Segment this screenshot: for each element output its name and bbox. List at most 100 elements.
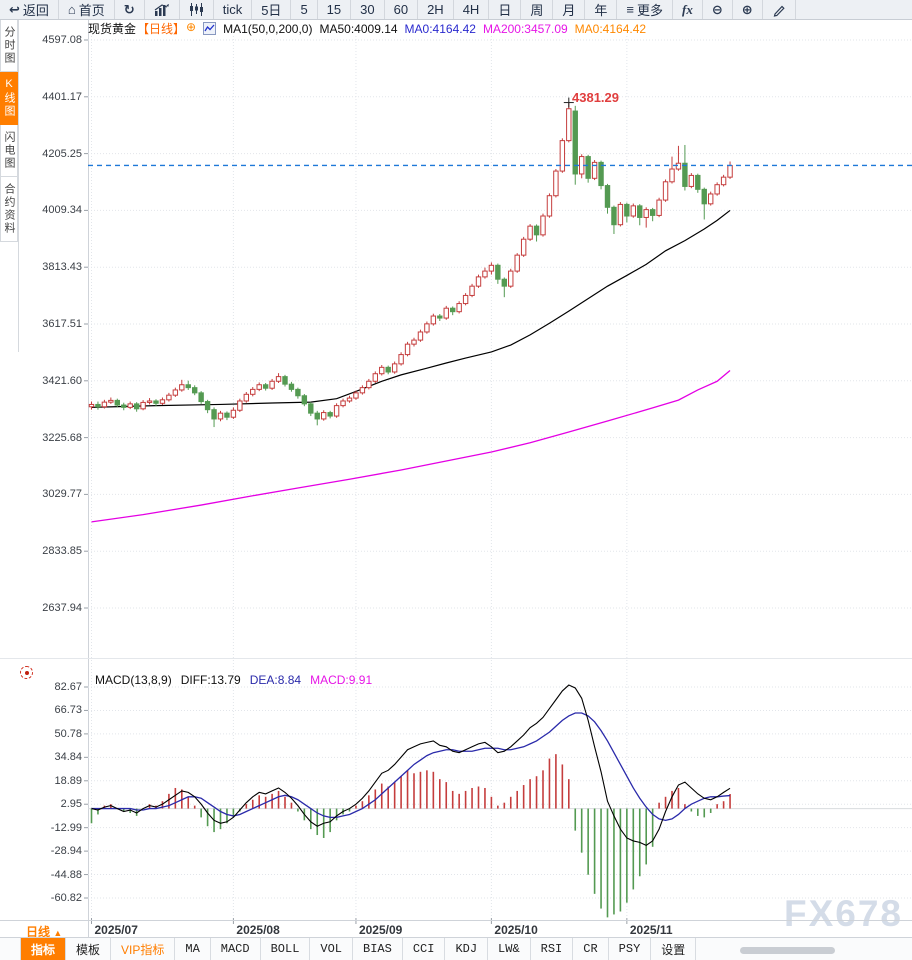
- refresh-icon: ↻: [123, 1, 135, 17]
- sidebar-tab-lightning[interactable]: 闪电图: [0, 125, 18, 177]
- label: 日: [498, 3, 512, 18]
- toolbar-button-tf-5[interactable]: 5: [291, 0, 318, 19]
- toolbar-button-tf-4h[interactable]: 4H: [454, 0, 490, 19]
- label: 返回: [22, 3, 49, 18]
- top-toolbar: ↩ 返回 ⌂ 首页 ↻ tick 5日 5 15 30 60 2H 4H 日周月年 ≡ 更多 fx ⊖ ⊕: [0, 0, 912, 20]
- macd-header: MACD(13,8,9) DIFF:13.79 DEA:8.84 MACD:9.…: [95, 673, 372, 687]
- bottom-tab-template[interactable]: 模板: [66, 938, 112, 960]
- bottom-tab-boll[interactable]: BOLL: [261, 938, 311, 960]
- toolbar-button-draw[interactable]: [763, 0, 796, 19]
- bottom-tab-cci[interactable]: CCI: [403, 938, 446, 960]
- x-axis-month-label: 2025/10: [494, 923, 538, 937]
- bottom-tab-macd[interactable]: MACD: [211, 938, 261, 960]
- bottom-tab-settings[interactable]: 设置: [651, 938, 697, 960]
- label: PSY: [618, 942, 641, 956]
- bottom-tab-indicator[interactable]: 指标: [20, 938, 67, 960]
- label: 月: [562, 3, 576, 18]
- toolbar-button-tf-15[interactable]: 15: [318, 0, 352, 19]
- x-axis-row: 日线 ▲ 2025/07 2025/08 2025/09 2025/10 2025/11: [0, 920, 912, 940]
- back-icon: ↩: [9, 1, 20, 17]
- macd-y-axis-label: -28.94: [50, 845, 82, 858]
- fx-icon: fx: [682, 1, 693, 17]
- toolbar-button-zoom-out[interactable]: ⊖: [703, 0, 733, 19]
- bottom-tab-cr[interactable]: CR: [573, 938, 609, 960]
- bottom-tab-vip-indicator[interactable]: VIP指标: [111, 938, 176, 960]
- toolbar-button-fx[interactable]: fx: [673, 0, 703, 19]
- toolbar-button-tf-day[interactable]: 日: [489, 0, 522, 19]
- chart-type-sidebar: 分时图 K线图闪电图 合约资料: [0, 20, 18, 242]
- toolbar-button-tf-2h[interactable]: 2H: [418, 0, 454, 19]
- label: BOLL: [270, 942, 300, 956]
- label: 5日: [261, 3, 282, 18]
- label: K线图: [3, 78, 15, 118]
- watermark: FX678: [784, 893, 904, 934]
- symbol-name: 现货黄金: [88, 22, 137, 36]
- peak-price-annotation: 4381.29: [572, 90, 619, 105]
- toolbar-button-tf-60[interactable]: 60: [385, 0, 419, 19]
- macd-dea-value: DEA:8.84: [249, 673, 302, 687]
- label: 设置: [661, 942, 686, 957]
- toolbar-button-back[interactable]: ↩ 返回: [0, 0, 59, 19]
- label: KDJ: [455, 942, 478, 956]
- label: CCI: [412, 942, 435, 956]
- toolbar-button-line-chart[interactable]: [145, 0, 180, 19]
- label: VOL: [320, 942, 343, 956]
- sidebar-tab-kline[interactable]: K线图: [0, 72, 18, 125]
- zoom-out-icon: ⊖: [711, 1, 723, 17]
- bottom-tab-lw[interactable]: LW&: [488, 938, 531, 960]
- toolbar-button-home[interactable]: ⌂ 首页: [59, 0, 115, 19]
- toolbar-button-tf-year[interactable]: 年: [585, 0, 618, 19]
- bottom-tab-bias[interactable]: BIAS: [353, 938, 403, 960]
- label: tick: [222, 2, 243, 17]
- period-label: 【日线】: [137, 22, 186, 36]
- period-text: 日线: [26, 925, 51, 939]
- bottom-tab-ma[interactable]: MA: [175, 938, 211, 960]
- ma50-value: MA50:4009.14: [319, 21, 398, 36]
- current-period-chip[interactable]: 日线 ▲: [26, 923, 62, 940]
- macd-diff-value: DIFF:13.79: [180, 673, 241, 687]
- toolbar-button-tf-month[interactable]: 月: [553, 0, 586, 19]
- toolbar-button-refresh[interactable]: ↻: [115, 0, 145, 19]
- label: 周: [530, 3, 544, 18]
- label: 更多: [636, 3, 663, 18]
- toolbar-button-tf-30[interactable]: 30: [351, 0, 385, 19]
- bottom-tab-vol[interactable]: VOL: [310, 938, 354, 960]
- crosshair-toggle-icon[interactable]: [20, 666, 33, 679]
- label: CR: [583, 942, 598, 956]
- sidebar-tab-contract-info[interactable]: 合约资料: [0, 177, 18, 242]
- bottom-tab-rsi[interactable]: RSI: [531, 938, 574, 960]
- pen-icon: [772, 3, 786, 17]
- label: BIAS: [363, 942, 392, 956]
- y-axis-label: 2637.94: [42, 602, 82, 614]
- toolbar-button-tick[interactable]: tick: [214, 0, 253, 19]
- horizontal-scrollbar-thumb[interactable]: [740, 947, 835, 954]
- sidebar-tab-time-share[interactable]: 分时图: [0, 20, 18, 72]
- label: LW&: [498, 942, 520, 956]
- toolbar-button-5d[interactable]: 5日: [252, 0, 292, 19]
- add-indicator-icon[interactable]: ⊕: [186, 20, 197, 34]
- label: 4H: [462, 2, 480, 17]
- toolbar-button-candle-chart[interactable]: [180, 0, 214, 19]
- y-axis-label: 3225.68: [42, 431, 82, 444]
- label: VIP指标: [121, 942, 165, 957]
- macd-title: MACD(13,8,9): [95, 673, 172, 687]
- y-axis-label: 3813.43: [42, 261, 82, 274]
- bottom-tab-kdj[interactable]: KDJ: [445, 938, 489, 960]
- label: MACD: [220, 942, 250, 956]
- ma0-orange-value: MA0:4164.42: [574, 21, 647, 36]
- x-axis-month-label: 2025/09: [358, 923, 403, 937]
- label: 模板: [76, 942, 101, 957]
- label: 2H: [427, 2, 444, 17]
- toolbar-button-tf-week[interactable]: 周: [521, 0, 554, 19]
- x-axis-month-label: 2025/11: [629, 923, 673, 937]
- ma-settings: MA1(50,0,200,0): [223, 21, 313, 36]
- macd-y-axis-label: -12.99: [50, 821, 82, 834]
- toolbar-button-zoom-in[interactable]: ⊕: [733, 0, 763, 19]
- mini-chart-icon[interactable]: [203, 22, 217, 35]
- label: 年: [594, 3, 608, 18]
- y-axis-label: 3421.60: [42, 374, 82, 387]
- toolbar-button-more[interactable]: ≡ 更多: [617, 0, 673, 19]
- macd-y-axis-label: -44.88: [50, 868, 82, 881]
- bottom-tab-psy[interactable]: PSY: [609, 938, 652, 960]
